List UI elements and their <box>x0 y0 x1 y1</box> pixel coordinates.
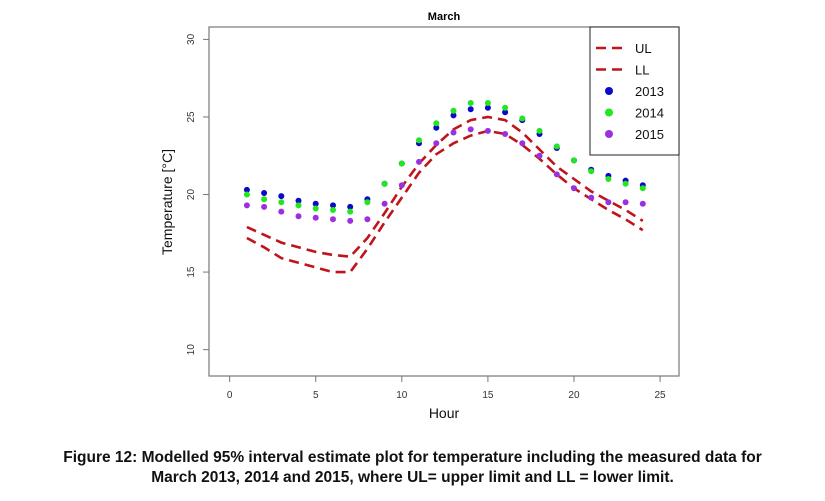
legend-swatch-2015 <box>605 130 613 138</box>
caption-line-2: March 2013, 2014 and 2015, where UL= upp… <box>151 469 674 486</box>
chart: March 10 15 20 25 30 0 5 10 15 20 25 Temperature … <box>159 11 680 421</box>
data-point <box>381 200 388 207</box>
legend-label: LL <box>635 63 649 78</box>
y-tick-label: 15 <box>186 266 197 278</box>
y-tick-label: 30 <box>186 33 197 45</box>
data-point <box>519 115 526 122</box>
data-point <box>295 213 302 220</box>
data-point <box>243 186 250 193</box>
data-point <box>588 194 595 201</box>
data-point <box>261 203 268 210</box>
data-point <box>330 216 336 223</box>
data-point <box>467 100 474 106</box>
legend-swatch-2014 <box>605 108 613 117</box>
data-point <box>450 129 457 136</box>
data-point <box>347 203 354 210</box>
series-points-2014 <box>243 100 646 215</box>
series-line-ll <box>246 129 644 274</box>
data-point <box>381 180 388 187</box>
data-point <box>450 107 457 114</box>
plot-frame <box>208 26 680 377</box>
data-point <box>295 202 302 209</box>
data-point <box>622 199 629 206</box>
figure-caption: Figure 12: Modelled 95% interval estimat… <box>0 448 825 488</box>
y-axis: 10 15 20 25 30 <box>186 33 209 355</box>
caption-line-1: Figure 12: Modelled 95% interval estimat… <box>63 449 762 466</box>
data-point <box>536 127 543 134</box>
legend-label: 2013 <box>635 84 664 99</box>
x-tick-label: 0 <box>227 390 233 401</box>
series-layer <box>243 100 646 274</box>
data-point <box>433 140 440 147</box>
data-point <box>364 216 371 223</box>
data-point <box>502 109 509 116</box>
legend-swatch-2013 <box>605 87 613 95</box>
data-point <box>536 152 543 159</box>
data-point <box>398 160 405 167</box>
data-point <box>278 193 285 200</box>
data-point <box>312 200 319 207</box>
legend: UL LL 2013 2014 2015 <box>589 26 680 156</box>
data-point <box>416 137 422 144</box>
data-point <box>588 168 595 175</box>
legend-label: 2014 <box>635 106 664 121</box>
data-point <box>484 127 491 134</box>
data-point <box>278 208 285 215</box>
data-point <box>347 208 354 215</box>
data-point <box>433 124 440 131</box>
data-point <box>330 207 336 213</box>
data-point <box>312 205 319 212</box>
data-point <box>312 214 319 221</box>
data-point <box>398 182 405 189</box>
data-point <box>484 104 491 111</box>
series-line-ul <box>246 115 644 258</box>
data-point <box>261 196 268 203</box>
data-point <box>605 176 612 182</box>
x-tick-label: 10 <box>396 390 408 401</box>
x-tick-label: 25 <box>654 390 666 401</box>
data-point <box>571 157 577 164</box>
data-point <box>433 120 440 127</box>
x-tick-label: 20 <box>568 390 580 401</box>
x-tick-label: 15 <box>482 390 494 401</box>
data-point <box>416 158 422 165</box>
legend-label: 2015 <box>635 127 664 142</box>
data-point <box>519 140 526 147</box>
data-point <box>243 202 250 209</box>
y-tick-label: 10 <box>186 344 197 356</box>
data-point <box>467 126 474 133</box>
data-point <box>502 131 509 137</box>
data-point <box>450 112 457 119</box>
x-axis-label: Hour <box>429 405 460 421</box>
data-point <box>261 190 268 196</box>
data-point <box>571 185 577 192</box>
x-axis: 0 5 10 15 20 25 <box>227 376 666 401</box>
y-tick-label: 20 <box>186 189 197 201</box>
data-point <box>330 202 336 209</box>
data-point <box>553 171 560 178</box>
y-axis-label: Temperature [°C] <box>159 149 175 255</box>
data-point <box>553 143 560 150</box>
data-point <box>278 199 285 206</box>
data-point <box>295 197 302 204</box>
data-point <box>639 185 646 192</box>
chart-title: March <box>428 11 461 23</box>
data-point <box>467 106 474 113</box>
legend-label: UL <box>635 41 652 56</box>
data-point <box>364 199 371 206</box>
data-point <box>605 199 612 206</box>
y-tick-label: 25 <box>186 111 197 123</box>
data-point <box>622 180 629 187</box>
data-point <box>502 104 509 111</box>
data-point <box>639 200 646 207</box>
x-tick-label: 5 <box>313 390 319 401</box>
data-point <box>347 217 354 224</box>
data-point <box>243 191 250 198</box>
series-points-2015 <box>243 126 646 224</box>
data-point <box>484 100 491 106</box>
